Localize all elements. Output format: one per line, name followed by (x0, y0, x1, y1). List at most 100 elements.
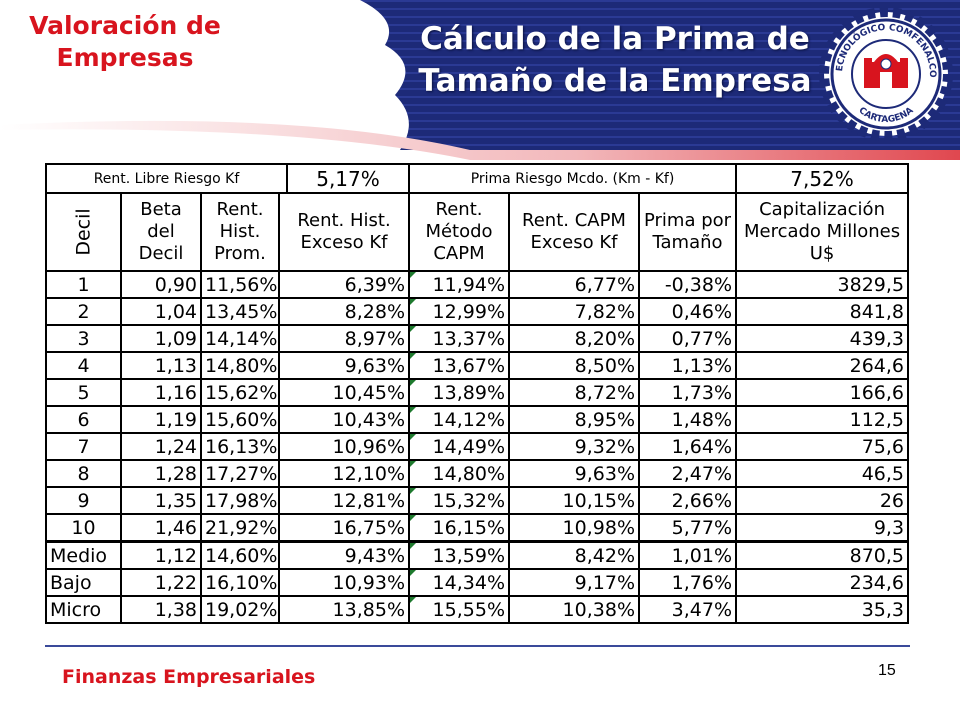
table-cell: 9 (45, 486, 122, 515)
table-cell: 1,13 (120, 351, 202, 380)
table-cell: 12,81% (278, 486, 410, 515)
table-row: 9 1,35 17,98% 12,81% 15,32% 10,15% 2,66% 26 (45, 486, 910, 515)
table-cell: 1,13% (637, 351, 738, 380)
table-cell: 4 (45, 351, 122, 380)
table-cell: -0,38% (637, 270, 738, 299)
table-row: 8 1,28 17,27% 12,10% 14,80% 9,63% 2,47% 46,5 (45, 459, 910, 488)
table-cell: 9,63% (508, 459, 640, 488)
table-cell: 7 (45, 432, 122, 461)
table-row: 5 1,16 15,62% 10,45% 13,89% 8,72% 1,73% 166,6 (45, 378, 910, 407)
table-cell: 13,37% (408, 324, 510, 353)
table-row: 4 1,13 14,80% 9,63% 13,67% 8,50% 1,13% 264,6 (45, 351, 910, 380)
table-cell: 5,77% (637, 513, 738, 543)
table-cell: 14,12% (408, 405, 510, 434)
slide-title: Cálculo de la Prima de Tamaño de la Empr… (418, 21, 812, 99)
table-cell: 1,22 (120, 568, 202, 597)
table-cell: 166,6 (735, 378, 910, 407)
table-cell: 234,6 (735, 568, 910, 597)
table-cell: 15,62% (200, 378, 280, 407)
table-row: 6 1,19 15,60% 10,43% 14,12% 8,95% 1,48% 112,5 (45, 405, 910, 434)
table-cell: 15,60% (200, 405, 280, 434)
table-cell: 6,39% (278, 270, 410, 299)
table-cell: 1,04 (120, 297, 202, 326)
table-cell: 8,20% (508, 324, 640, 353)
table-cell: 12,99% (408, 297, 510, 326)
table-cell: 264,6 (735, 351, 910, 380)
table-row: 10 1,46 21,92% 16,75% 16,15% 10,98% 5,77% 9,3 (45, 513, 910, 543)
table-row: 3 1,09 14,14% 8,97% 13,37% 8,20% 0,77% 439,3 (45, 324, 910, 353)
table-cell: 3 (45, 324, 122, 353)
table-cell: 870,5 (735, 540, 910, 570)
table-cell: 0,90 (120, 270, 202, 299)
table-cell: 16,13% (200, 432, 280, 461)
table-cell: 13,67% (408, 351, 510, 380)
table-cell: 10,43% (278, 405, 410, 434)
header-metodo: Rent. Método CAPM (408, 192, 510, 272)
table-cell: 1,35 (120, 486, 202, 515)
table-cell: 1,01% (637, 540, 738, 570)
table-cell: 10,45% (278, 378, 410, 407)
table-cell: Medio (45, 540, 122, 570)
table-cell: 9,43% (278, 540, 410, 570)
header-cap: Capitalización Mercado Millones U$ (735, 192, 910, 272)
table-cell: 75,6 (735, 432, 910, 461)
table-row: 1 0,90 11,56% 6,39% 11,94% 6,77% -0,38% 3829,5 (45, 270, 910, 299)
table-cell: 8,95% (508, 405, 640, 434)
table-cell: 8,28% (278, 297, 410, 326)
table-row: Micro 1,38 19,02% 13,85% 15,55% 10,38% 3,47% 35… (45, 595, 910, 624)
table-cell: 14,60% (200, 540, 280, 570)
table-row: Medio 1,12 14,60% 9,43% 13,59% 8,42% 1,01% 870,… (45, 540, 910, 570)
header-exceso: Rent. Hist. Exceso Kf (278, 192, 410, 272)
table-cell: 8,72% (508, 378, 640, 407)
table-cell: 14,49% (408, 432, 510, 461)
table-cell: 16,10% (200, 568, 280, 597)
table-cell: 1 (45, 270, 122, 299)
table-cell: 6,77% (508, 270, 640, 299)
market-premium-value: 7,52% (735, 163, 910, 194)
table-cell: 13,85% (278, 595, 410, 624)
table-cell: 5 (45, 378, 122, 407)
table-cell: 1,38 (120, 595, 202, 624)
table-cell: 1,73% (637, 378, 738, 407)
table-cell: 10,98% (508, 513, 640, 543)
table-cell: 3,47% (637, 595, 738, 624)
table-cell: 1,09 (120, 324, 202, 353)
table-cell: Micro (45, 595, 122, 624)
table-cell: 14,80% (408, 459, 510, 488)
table-cell: 1,28 (120, 459, 202, 488)
table-cell: 17,98% (200, 486, 280, 515)
table-cell: 11,94% (408, 270, 510, 299)
header-beta: Beta del Decil (120, 192, 202, 272)
table-cell: 16,75% (278, 513, 410, 543)
table-cell: 26 (735, 486, 910, 515)
table-cell: 9,63% (278, 351, 410, 380)
header-banner (0, 0, 960, 160)
table-cell: 7,82% (508, 297, 640, 326)
table-cell: 9,32% (508, 432, 640, 461)
table-cell: 1,76% (637, 568, 738, 597)
table-cell: 15,32% (408, 486, 510, 515)
header-prima: Prima por Tamaño (637, 192, 738, 272)
table-cell: 1,19 (120, 405, 202, 434)
table-cell: 13,45% (200, 297, 280, 326)
table-cell: 35,3 (735, 595, 910, 624)
risk-free-label: Rent. Libre Riesgo Kf (47, 165, 288, 192)
table-cell: 8,42% (508, 540, 640, 570)
table-cell: 19,02% (200, 595, 280, 624)
table-cell: 1,12 (120, 540, 202, 570)
footer-divider (45, 645, 910, 647)
table-cell: 841,8 (735, 297, 910, 326)
table-cell: 14,34% (408, 568, 510, 597)
table-cell: 12,10% (278, 459, 410, 488)
castle-icon (864, 54, 908, 88)
size-premium-table: Rent. Libre Riesgo Kf 5,17% Prima Riesgo… (45, 163, 910, 628)
table-top-row: Rent. Libre Riesgo Kf 5,17% Prima Riesgo… (45, 163, 910, 194)
table-cell: 10,96% (278, 432, 410, 461)
institution-logo: TECNOLÓGICO COMFENALCO CARTAGENA (818, 6, 953, 141)
page-number: 15 (878, 662, 896, 679)
table-row: Bajo 1,22 16,10% 10,93% 14,34% 9,17% 1,76% 234,… (45, 568, 910, 597)
header-rent-hist: Rent. Hist. Prom. (200, 192, 280, 272)
table-cell: 10,38% (508, 595, 640, 624)
table-cell: 9,3 (735, 513, 910, 543)
table-cell: 3829,5 (735, 270, 910, 299)
